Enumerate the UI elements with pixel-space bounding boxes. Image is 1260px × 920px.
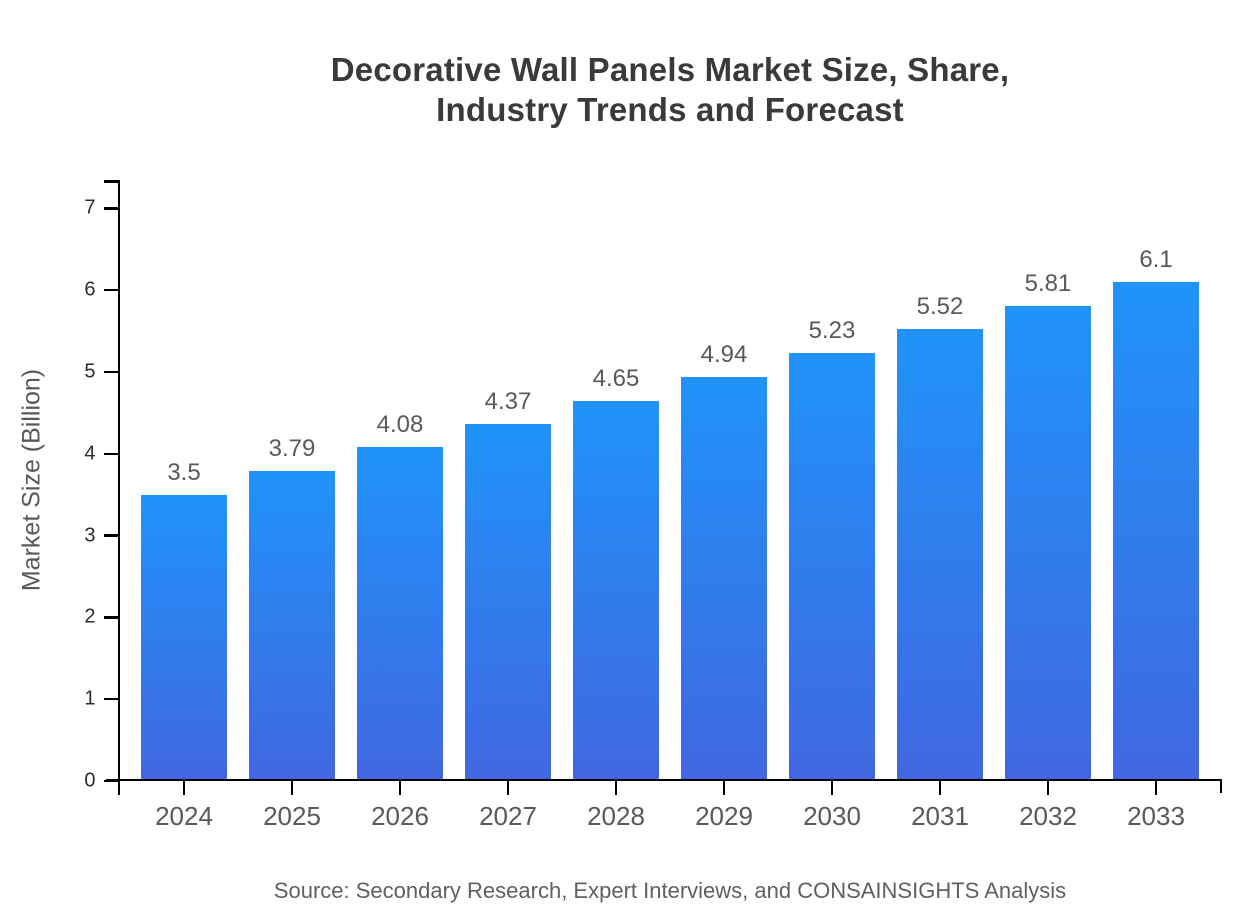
source-note: Source: Secondary Research, Expert Inter… (273, 878, 1067, 903)
y-tick-label: 3 (84, 524, 96, 547)
x-tick (398, 781, 402, 795)
bar-value-label: 6.1 (1139, 246, 1173, 273)
x-tick (938, 781, 942, 795)
y-tick-label: 1 (84, 687, 96, 710)
x-tick (506, 781, 510, 795)
bar-value-label: 4.94 (700, 341, 748, 368)
x-tick-label: 2030 (803, 801, 861, 831)
x-tick-label: 2024 (155, 801, 213, 831)
bar-value-label: 3.79 (268, 435, 316, 462)
y-tick (103, 779, 118, 783)
bar (465, 424, 551, 779)
bar (897, 329, 983, 779)
x-tick-label: 2031 (911, 801, 969, 831)
bar (141, 495, 227, 779)
bar (681, 377, 767, 779)
y-tick (103, 697, 118, 701)
bar (357, 447, 443, 779)
bar-value-label: 4.37 (484, 388, 532, 415)
bar-value-label: 5.23 (808, 317, 856, 344)
x-tick (722, 781, 726, 795)
y-tick-label: 6 (84, 278, 96, 301)
y-tick-label: 5 (84, 360, 96, 383)
y-tick-label: 4 (84, 442, 96, 465)
bar-value-label: 4.08 (376, 411, 424, 438)
x-axis-line (106, 778, 1222, 781)
x-tick (290, 781, 294, 795)
y-tick (103, 288, 118, 292)
bar-value-label: 4.65 (592, 365, 640, 392)
y-tick-label: 7 (84, 196, 96, 219)
x-tick (830, 781, 834, 795)
y-axis-top-cap (103, 180, 118, 183)
bar-value-label: 5.81 (1024, 270, 1072, 297)
y-tick-label: 0 (84, 769, 96, 792)
bar (249, 471, 335, 779)
chart-title-line1: Decorative Wall Panels Market Size, Shar… (330, 51, 1010, 88)
y-axis-line (117, 180, 120, 795)
bar (1005, 306, 1091, 779)
y-tick (103, 370, 118, 374)
x-tick-label: 2029 (695, 801, 753, 831)
y-tick (103, 207, 118, 210)
chart-title-line2: Industry Trends and Forecast (436, 91, 904, 128)
y-tick-label: 2 (84, 605, 96, 628)
x-tick-label: 2026 (371, 801, 429, 831)
chart-title: Decorative Wall Panels Market Size, Shar… (0, 50, 1260, 130)
x-tick (614, 781, 618, 795)
y-tick (103, 616, 118, 619)
y-tick (103, 534, 118, 537)
x-tick-label: 2032 (1019, 801, 1077, 831)
x-tick (1154, 781, 1158, 795)
bar (573, 401, 659, 779)
x-tick-label: 2033 (1127, 801, 1185, 831)
x-tick-label: 2027 (479, 801, 537, 831)
x-tick-label: 2028 (587, 801, 645, 831)
bar-value-label: 3.5 (167, 459, 201, 486)
y-axis-title: Market Size (Billion) (17, 368, 46, 592)
x-tick (182, 781, 186, 795)
x-tick (1046, 781, 1050, 795)
bar (789, 353, 875, 779)
x-tick-label: 2025 (263, 801, 321, 831)
y-tick (103, 452, 118, 456)
bar-value-label: 5.52 (916, 293, 964, 320)
x-axis-right-cap (1219, 778, 1222, 793)
bar (1113, 282, 1199, 779)
